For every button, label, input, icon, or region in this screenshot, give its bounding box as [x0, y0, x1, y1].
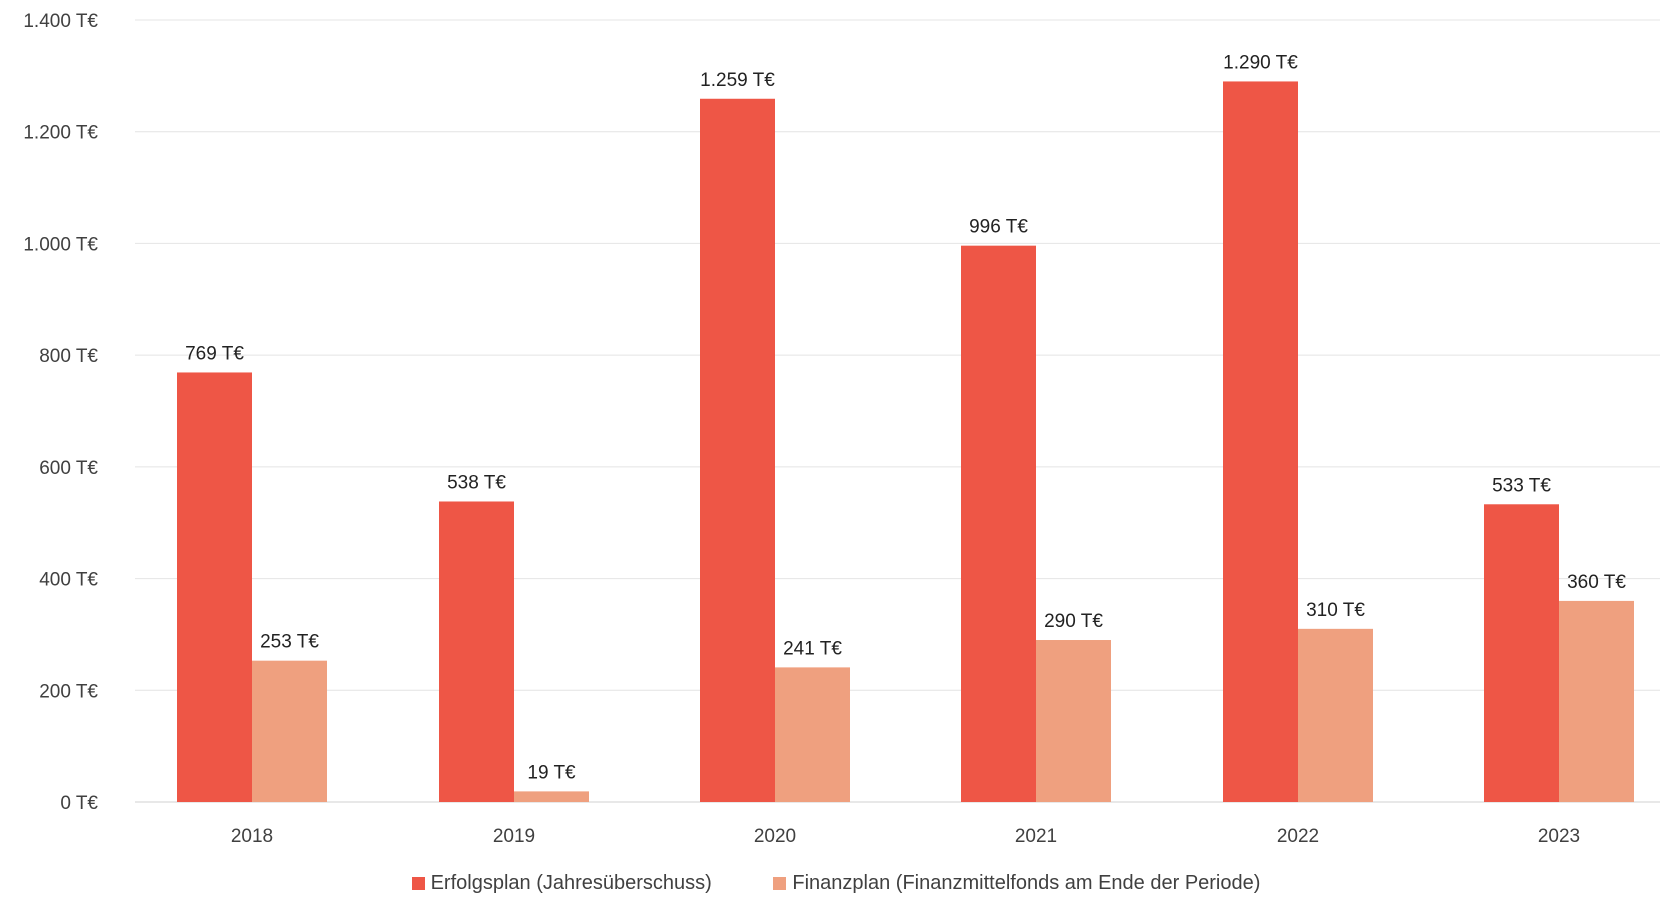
y-tick-label: 1.000 T€ — [23, 234, 98, 255]
bar-erfolgsplan — [1484, 504, 1559, 802]
data-label: 241 T€ — [783, 638, 842, 659]
x-tick-label: 2018 — [231, 826, 273, 847]
bar-erfolgsplan — [1223, 81, 1298, 802]
legend-label-erfolgsplan: Erfolgsplan (Jahresüberschuss) — [430, 872, 712, 894]
bar-finanzplan — [514, 791, 589, 802]
legend-swatch-erfolgsplan — [411, 877, 425, 890]
y-tick-label: 800 T€ — [39, 346, 98, 367]
x-tick-label: 2023 — [1538, 826, 1580, 847]
bar-finanzplan — [1298, 628, 1373, 802]
bar-finanzplan — [775, 667, 850, 802]
legend-item-finanzplan[interactable]: Finanzplan (Finanzmittelfonds am Ende de… — [773, 872, 1260, 895]
x-tick-label: 2020 — [754, 826, 796, 847]
bar-erfolgsplan — [439, 501, 514, 802]
bar-finanzplan — [1559, 600, 1634, 802]
y-tick-label: 400 T€ — [39, 570, 98, 591]
data-label: 360 T€ — [1567, 572, 1626, 593]
bar-erfolgsplan — [700, 98, 775, 803]
y-tick-label: 200 T€ — [39, 681, 98, 702]
legend-label-finanzplan: Finanzplan (Finanzmittelfonds am Ende de… — [792, 872, 1261, 894]
data-label: 1.259 T€ — [700, 70, 775, 91]
x-tick-label: 2021 — [1015, 826, 1057, 847]
bar-finanzplan — [252, 660, 327, 802]
data-label: 769 T€ — [185, 343, 244, 364]
data-label: 310 T€ — [1306, 600, 1365, 621]
bar-erfolgsplan — [177, 372, 252, 802]
x-tick-label: 2022 — [1277, 826, 1319, 847]
data-label: 996 T€ — [969, 217, 1028, 238]
bar-finanzplan — [1036, 640, 1111, 802]
x-tick-label: 2019 — [493, 826, 535, 847]
legend-item-erfolgsplan[interactable]: Erfolgsplan (Jahresüberschuss) — [411, 872, 712, 895]
y-tick-label: 1.200 T€ — [23, 123, 98, 144]
data-label: 533 T€ — [1492, 475, 1551, 496]
data-label: 253 T€ — [260, 632, 319, 653]
data-label: 538 T€ — [447, 472, 506, 493]
y-tick-label: 1.400 T€ — [23, 11, 98, 32]
data-label: 290 T€ — [1044, 611, 1103, 632]
y-tick-label: 600 T€ — [39, 458, 98, 479]
legend-swatch-finanzplan — [773, 877, 787, 890]
y-tick-label: 0 T€ — [60, 793, 98, 814]
data-label: 19 T€ — [527, 762, 576, 783]
chart-legend: Erfolgsplan (Jahresüberschuss) Finanzpla… — [0, 872, 1672, 896]
bar-erfolgsplan — [961, 245, 1036, 803]
data-label: 1.290 T€ — [1223, 52, 1298, 73]
